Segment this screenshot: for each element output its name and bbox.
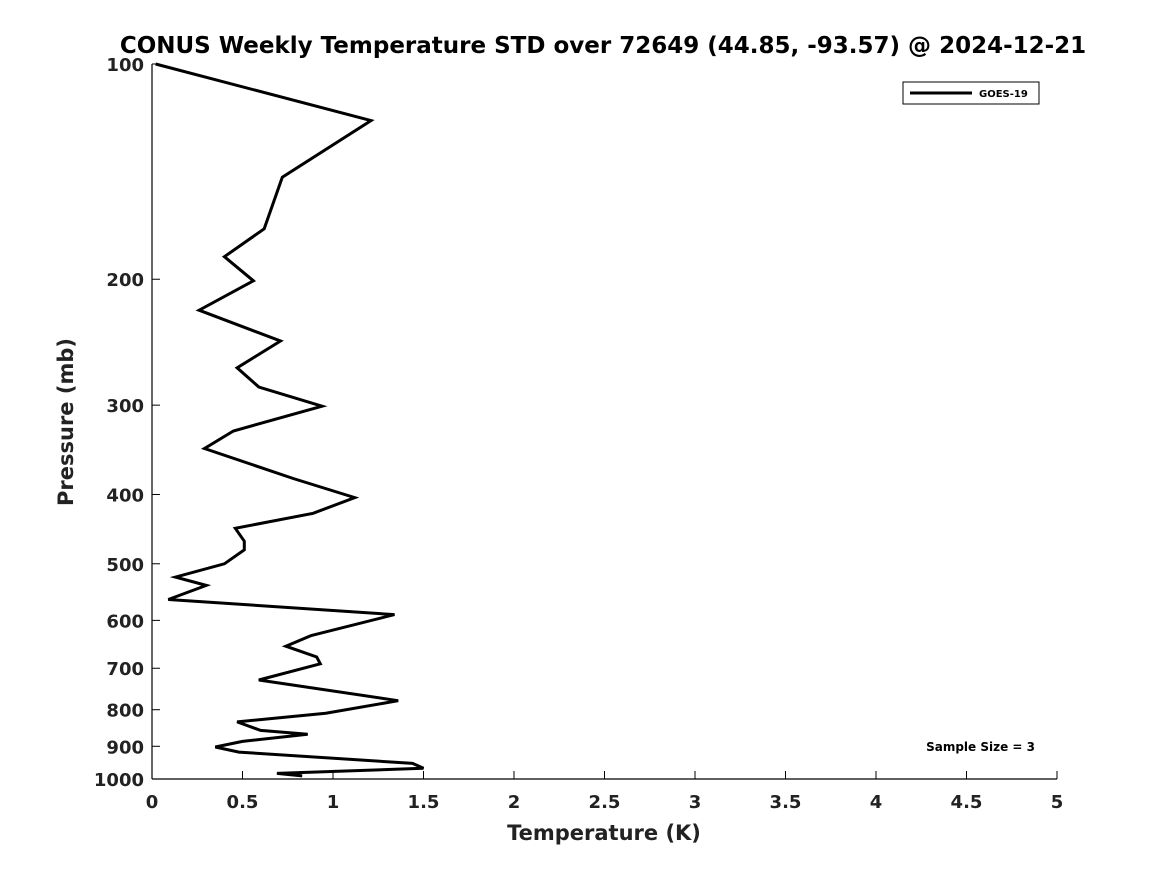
x-tick-label: 4.5 <box>951 792 983 813</box>
sample-size-annotation: Sample Size = 3 <box>926 740 1035 754</box>
x-tick-label: 1.5 <box>408 792 440 813</box>
x-tick-label: 5 <box>1051 792 1064 813</box>
y-tick-label: 600 <box>106 611 144 632</box>
y-tick-label: 900 <box>106 737 144 758</box>
y-tick-label: 200 <box>106 270 144 291</box>
y-tick-label: 1000 <box>94 770 144 791</box>
x-ticks: 0 0.5 1 1.5 2 2.5 3 3.5 4 4.5 5 <box>146 771 1064 813</box>
x-tick-label: 0.5 <box>227 792 259 813</box>
x-tick-label: 3.5 <box>770 792 802 813</box>
x-tick-label: 4 <box>870 792 883 813</box>
x-tick-label: 0 <box>146 792 159 813</box>
x-tick-label: 1 <box>327 792 340 813</box>
x-tick-label: 3 <box>689 792 702 813</box>
x-axis-label: Temperature (K) <box>507 821 701 845</box>
legend-label-goes-19: GOES-19 <box>979 89 1028 100</box>
legend: GOES-19 <box>902 81 1040 105</box>
series-line-goes-19 <box>155 62 425 778</box>
y-tick-label: 800 <box>106 701 144 722</box>
y-tick-label: 400 <box>106 485 144 506</box>
x-tick-label: 2.5 <box>589 792 621 813</box>
series-layer <box>155 62 425 778</box>
y-tick-label: 100 <box>106 55 144 76</box>
y-tick-label: 500 <box>106 555 144 576</box>
x-tick-label: 2 <box>508 792 521 813</box>
y-tick-label: 300 <box>106 396 144 417</box>
y-ticks: 100 200 300 400 500 600 700 800 900 1000 <box>94 55 160 791</box>
y-tick-label: 700 <box>106 659 144 680</box>
y-axis-label: Pressure (mb) <box>54 338 78 506</box>
chart-title: CONUS Weekly Temperature STD over 72649 … <box>120 33 1086 59</box>
